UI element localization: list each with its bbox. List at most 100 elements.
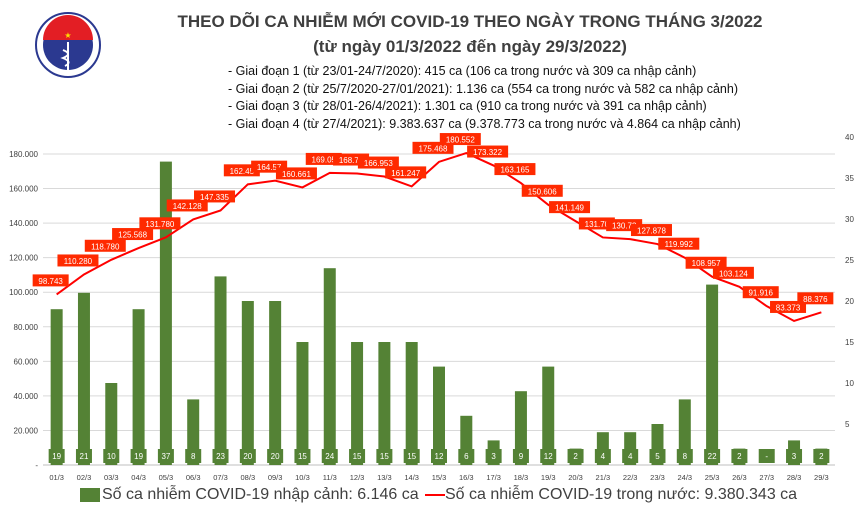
left-tick-label: 100.000 bbox=[9, 288, 38, 297]
legend-imported-label: Số ca nhiễm COVID-19 nhập cảnh: 6.146 ca bbox=[102, 486, 419, 503]
bar-label-box bbox=[267, 449, 284, 463]
left-tick-label: 80.000 bbox=[14, 323, 39, 332]
line-data-label: 130.73 bbox=[612, 222, 637, 231]
line-label-box bbox=[32, 274, 69, 287]
bar bbox=[269, 301, 282, 465]
bar-data-label: 5 bbox=[655, 452, 660, 461]
bar-data-label: 22 bbox=[708, 452, 717, 461]
left-tick-label: 180.000 bbox=[9, 150, 38, 159]
x-tick-label: 20/3 bbox=[568, 473, 583, 482]
line-label-box bbox=[112, 228, 154, 241]
line-label-box bbox=[439, 133, 481, 146]
line-data-label: 163.165 bbox=[500, 166, 529, 175]
line-data-label: 127.878 bbox=[637, 227, 666, 236]
line-label-box bbox=[685, 256, 727, 269]
line-label-box bbox=[223, 164, 260, 177]
line-data-label: 180.552 bbox=[446, 136, 475, 145]
x-tick-label: 04/3 bbox=[131, 473, 146, 482]
bar-data-label: 23 bbox=[216, 452, 225, 461]
line-label-box bbox=[357, 156, 399, 169]
line-data-label: 150.606 bbox=[528, 187, 557, 196]
x-tick-label: 19/3 bbox=[541, 473, 556, 482]
x-tick-label: 22/3 bbox=[623, 473, 638, 482]
x-tick-label: 25/3 bbox=[705, 473, 720, 482]
bar bbox=[105, 383, 118, 465]
bar-data-label: 20 bbox=[243, 452, 252, 461]
bar-label-box bbox=[212, 449, 229, 463]
x-tick-label: 10/3 bbox=[295, 473, 310, 482]
right-tick-label: 30 bbox=[845, 215, 854, 224]
line-label-box bbox=[275, 167, 317, 180]
legend-domestic-label: Số ca nhiễm COVID-19 trong nước: 9.380.3… bbox=[445, 486, 798, 503]
line-data-label: 169.05 bbox=[312, 155, 337, 164]
bar-data-label: 15 bbox=[353, 452, 362, 461]
bar-data-label: 8 bbox=[191, 452, 196, 461]
line-data-label: 160.661 bbox=[282, 170, 311, 179]
line-label-box bbox=[467, 145, 509, 158]
line-data-label: 110.280 bbox=[64, 257, 93, 266]
x-tick-label: 27/3 bbox=[759, 473, 774, 482]
x-tick-label: 08/3 bbox=[241, 473, 256, 482]
x-tick-label: 14/3 bbox=[404, 473, 419, 482]
line-data-label: 108.957 bbox=[692, 259, 721, 268]
line-data-label: 131.70 bbox=[585, 220, 610, 229]
stage-3: - Giai đoạn 3 (từ 28/01-26/4/2021): 1.30… bbox=[228, 99, 707, 113]
bar bbox=[132, 309, 145, 465]
left-tick-label: 60.000 bbox=[14, 357, 39, 366]
line-data-label: 131.780 bbox=[145, 220, 174, 229]
legend-bar-swatch bbox=[80, 488, 100, 502]
bar bbox=[187, 399, 200, 465]
bar-label-box bbox=[103, 449, 120, 463]
bar-data-label: 37 bbox=[161, 452, 170, 461]
x-tick-label: 18/3 bbox=[514, 473, 529, 482]
line-label-box bbox=[630, 224, 672, 237]
bar bbox=[433, 366, 445, 465]
bar-data-label: 6 bbox=[464, 452, 469, 461]
bar-data-label: 12 bbox=[435, 452, 444, 461]
right-tick-label: 35 bbox=[845, 174, 854, 183]
x-tick-label: 11/3 bbox=[323, 473, 337, 482]
bar-label-box bbox=[786, 449, 803, 463]
bar-data-label: 8 bbox=[683, 452, 688, 461]
bar-label-box bbox=[185, 449, 202, 463]
bar-data-label: 12 bbox=[544, 452, 553, 461]
x-tick-label: 03/3 bbox=[104, 473, 119, 482]
x-tick-label: 26/3 bbox=[732, 473, 747, 482]
line-data-label: 119.992 bbox=[665, 240, 694, 249]
line-label-box bbox=[385, 166, 427, 179]
stage-1: - Giai đoạn 1 (từ 23/01-24/7/2020): 415 … bbox=[228, 64, 697, 78]
right-tick-label: 40 bbox=[845, 133, 854, 142]
x-tick-label: 24/3 bbox=[677, 473, 692, 482]
line-label-box bbox=[578, 217, 615, 230]
x-tick-label: 23/3 bbox=[650, 473, 665, 482]
bar-data-label: 15 bbox=[298, 452, 307, 461]
bar bbox=[678, 399, 691, 465]
line-label-box bbox=[84, 239, 126, 252]
bar-data-label: 4 bbox=[601, 452, 606, 461]
bar-data-label: 15 bbox=[380, 452, 389, 461]
ministry-logo: ★ bbox=[35, 12, 101, 78]
bar bbox=[351, 342, 364, 465]
right-tick-label: 15 bbox=[845, 338, 854, 347]
line-data-label: 168.70 bbox=[339, 156, 364, 165]
line-label-box bbox=[139, 217, 181, 230]
line-label-box bbox=[549, 201, 591, 214]
bar bbox=[241, 301, 254, 465]
x-tick-label: 15/3 bbox=[432, 473, 447, 482]
bar-data-label: - bbox=[765, 452, 768, 461]
x-tick-label: 13/3 bbox=[377, 473, 392, 482]
bar bbox=[405, 342, 418, 465]
legend-domestic: Số ca nhiễm COVID-19 trong nước: 9.380.3… bbox=[425, 486, 797, 504]
bar-data-label: 19 bbox=[134, 452, 143, 461]
chart-subtitle: (từ ngày 01/3/2022 đến ngày 29/3/2022) bbox=[313, 37, 627, 56]
line-data-label: 175.468 bbox=[419, 144, 448, 153]
line-label-box bbox=[742, 286, 779, 299]
bar bbox=[323, 268, 336, 465]
bar-label-box bbox=[731, 449, 748, 463]
bar bbox=[77, 292, 90, 465]
bar-data-label: 21 bbox=[80, 452, 89, 461]
right-tick-label: 5 bbox=[845, 420, 850, 429]
left-tick-label: 160.000 bbox=[9, 185, 38, 194]
x-tick-label: 29/3 bbox=[814, 473, 829, 482]
